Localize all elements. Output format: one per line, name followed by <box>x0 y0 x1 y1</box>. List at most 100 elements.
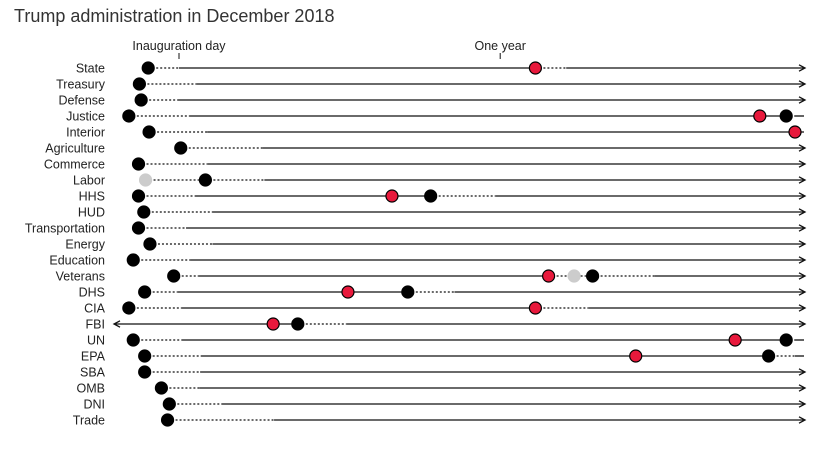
acting-marker <box>138 173 153 187</box>
timeline-row: OMB <box>77 381 807 396</box>
timeline-row: Interior <box>66 125 804 140</box>
nominee-marker <box>167 269 181 283</box>
timeline-row: CIA <box>84 301 807 316</box>
arrow-right-icon <box>798 256 807 264</box>
arrow-right-icon <box>798 96 807 104</box>
agency-label: Labor <box>73 174 105 188</box>
departure-marker <box>728 333 742 347</box>
agency-label: Energy <box>65 238 105 252</box>
nominee-marker <box>138 365 152 379</box>
agency-label: Justice <box>66 110 105 124</box>
nominee-marker <box>126 333 140 347</box>
acting-marker <box>567 269 581 283</box>
nominee-marker <box>401 285 415 299</box>
nominee-marker <box>131 221 146 235</box>
reference-marks: Inauguration day One year <box>132 39 526 59</box>
timeline-row: State <box>76 61 807 76</box>
agency-label: Interior <box>66 126 105 140</box>
timeline-row: Labor <box>73 173 807 188</box>
agency-label: Transportation <box>25 222 105 236</box>
nominee-marker <box>132 77 146 91</box>
agency-label: Defense <box>58 94 105 108</box>
nominee-marker <box>131 189 146 203</box>
nominee-marker <box>122 109 136 123</box>
agency-label: Treasury <box>56 78 106 92</box>
arrow-right-icon <box>798 320 807 328</box>
arrow-right-icon <box>798 64 807 72</box>
nominee-marker <box>162 397 176 411</box>
timeline-row: HHS <box>79 189 807 204</box>
nominee-marker <box>779 109 793 123</box>
agency-label: DHS <box>79 286 105 300</box>
nominee-marker <box>126 253 140 267</box>
timeline-row: Transportation <box>25 221 807 236</box>
nominee-marker <box>138 285 152 299</box>
timeline-row: Energy <box>65 237 807 252</box>
nominee-marker <box>131 157 146 171</box>
nominee-marker <box>198 173 212 187</box>
agency-label: Trade <box>73 414 105 428</box>
departure-marker <box>541 269 556 283</box>
arrow-right-icon <box>798 368 807 376</box>
chart-title: Trump administration in December 2018 <box>14 6 335 26</box>
departure-marker <box>528 61 543 75</box>
nominee-marker <box>122 301 136 315</box>
timeline-row: DHS <box>79 285 807 300</box>
timeline-row: SBA <box>80 365 807 380</box>
timeline-row: EPA <box>81 349 804 364</box>
departure-marker <box>341 285 355 299</box>
arrow-right-icon <box>798 208 807 216</box>
nominee-marker <box>138 349 152 363</box>
agency-label: Education <box>49 254 105 268</box>
arrow-right-icon <box>798 416 807 424</box>
arrow-right-icon <box>798 160 807 168</box>
timeline-row: FBI <box>86 317 807 332</box>
nominee-marker <box>137 205 151 219</box>
agency-label: Agriculture <box>45 142 105 156</box>
timeline-row: DNI <box>83 397 807 412</box>
timeline-row: Agriculture <box>45 141 807 156</box>
agency-label: UN <box>87 334 105 348</box>
arrow-right-icon <box>798 240 807 248</box>
timeline-row: HUD <box>78 205 807 220</box>
agency-label: HUD <box>78 206 105 220</box>
arrow-right-icon <box>798 304 807 312</box>
arrow-right-icon <box>798 224 807 232</box>
reference-label: Inauguration day <box>132 39 226 53</box>
timeline-row: Commerce <box>44 157 807 172</box>
agency-label: EPA <box>81 350 106 364</box>
agency-label: FBI <box>86 318 105 332</box>
agency-label: Commerce <box>44 158 105 172</box>
arrow-right-icon <box>798 272 807 280</box>
timeline-row: UN <box>87 333 804 348</box>
arrow-right-icon <box>798 400 807 408</box>
arrow-right-icon <box>798 144 807 152</box>
nominee-marker <box>291 317 305 331</box>
arrow-right-icon <box>798 384 807 392</box>
departure-marker <box>788 125 802 139</box>
nominee-marker <box>143 237 157 251</box>
arrow-left-icon <box>112 320 121 328</box>
nominee-marker <box>141 61 155 75</box>
timeline-row: Justice <box>66 109 804 124</box>
agency-label: Veterans <box>56 270 105 284</box>
nominee-marker <box>585 269 600 283</box>
departure-marker <box>266 317 280 331</box>
departure-marker <box>629 349 643 363</box>
nominee-marker <box>174 141 188 155</box>
nominee-marker <box>154 381 168 395</box>
timeline-row: Treasury <box>56 77 807 92</box>
agency-label: HHS <box>79 190 105 204</box>
arrow-right-icon <box>798 288 807 296</box>
timeline-rows: State Treasury Defense Justice Interior Agric… <box>25 61 807 428</box>
nominee-marker <box>142 125 156 139</box>
nominee-marker <box>761 349 776 363</box>
arrow-right-icon <box>798 192 807 200</box>
agency-label: SBA <box>80 366 106 380</box>
arrow-right-icon <box>798 80 807 88</box>
agency-label: OMB <box>77 382 105 396</box>
nominee-marker <box>160 413 175 427</box>
timeline-row: Veterans <box>56 269 807 284</box>
timeline-row: Defense <box>58 93 807 108</box>
